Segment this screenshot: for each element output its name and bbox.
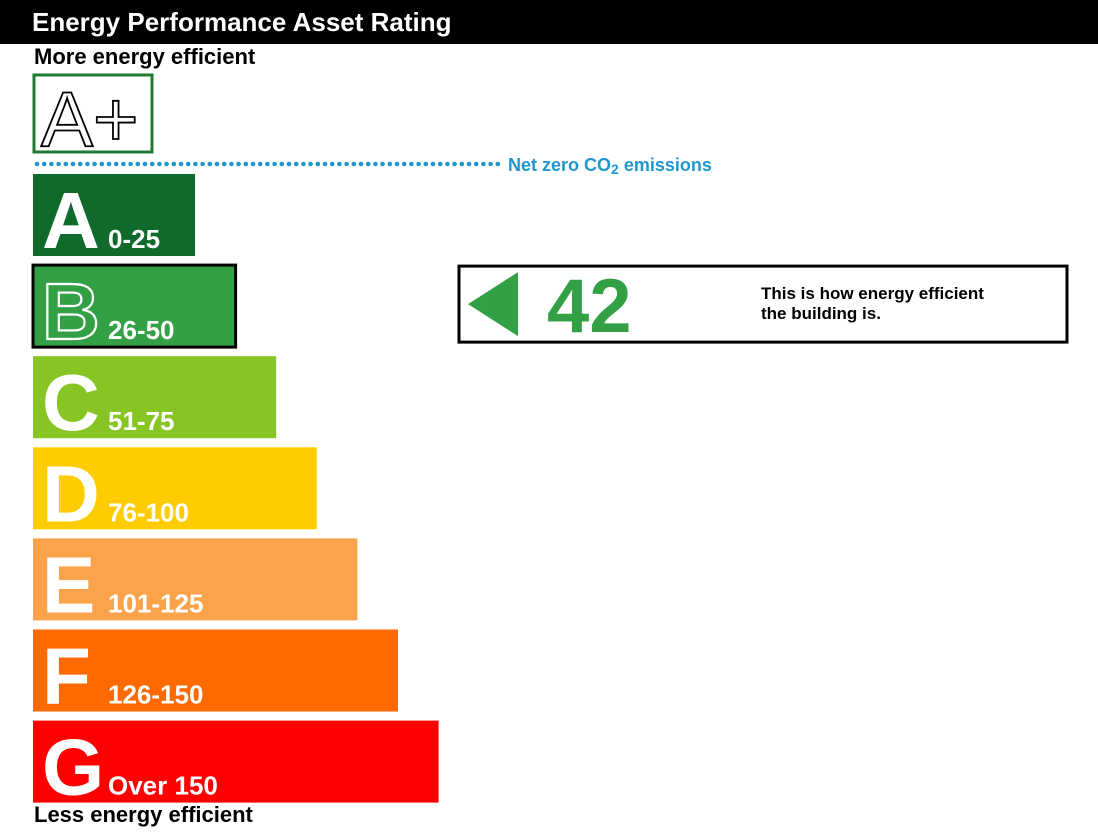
net-zero-dot [279,161,285,167]
net-zero-dot [329,161,335,167]
net-zero-dot [185,161,191,167]
net-zero-dot [229,161,234,167]
net-zero-dot [452,161,457,167]
net-zero-dot [92,161,97,167]
a-plus-box [32,73,154,154]
net-zero-dot [85,161,90,167]
band-a-range: 0-25 [108,224,160,254]
net-zero-dot [401,161,407,167]
net-zero-dot [207,161,213,167]
net-zero-dot [99,161,105,167]
net-zero-dot [344,161,349,167]
band-a-bar [33,174,195,256]
band-b-letter: B [42,267,100,356]
net-zero-dot [445,161,450,167]
band-c-bar [33,356,277,439]
net-zero-dot [301,161,306,167]
current-rating-arrow [468,272,518,337]
band-c-letter: C [42,358,100,447]
net-zero-label: Net zero CO2 emissions [508,155,712,177]
net-zero-dot [409,161,414,167]
net-zero-dot [466,161,472,167]
net-zero-dot [488,161,493,167]
net-zero-dot [56,161,61,167]
net-zero-dot [265,161,270,167]
net-zero-dot [135,161,141,167]
net-zero-dot [178,161,184,167]
band-b-bar [31,263,238,349]
band-a-letter: A [42,176,100,265]
net-zero-dot [308,161,313,167]
net-zero-dot [495,161,501,167]
net-zero-dot [373,161,378,167]
net-zero-dot [250,161,256,167]
band-c-range: 51-75 [108,406,175,436]
band-e-range: 101-125 [108,588,203,618]
net-zero-dot [149,161,155,167]
net-zero-dot [63,161,69,167]
band-f-range: 126-150 [108,680,203,710]
net-zero-dot [322,161,328,167]
net-zero-dot [243,161,249,167]
net-zero-dot [365,161,371,167]
band-d-bar [33,447,317,530]
net-zero-dot [293,161,299,167]
net-zero-dot [128,161,133,167]
band-b-range: 26-50 [108,315,175,345]
net-zero-dot [157,161,162,167]
net-zero-dot [41,161,47,167]
net-zero-dot [171,161,177,167]
current-rating-value: 42 [547,264,632,349]
net-zero-dot [337,161,342,167]
net-zero-dot [430,161,436,167]
less-efficient-caption: Less energy efficient [34,802,253,827]
net-zero-dot [34,161,40,167]
net-zero-dot [221,161,227,167]
net-zero-dot [121,161,126,167]
net-zero-dot [49,161,54,167]
net-zero-dot [257,161,263,167]
net-zero-dot [214,161,220,167]
band-g-letter: G [42,723,104,812]
band-e-bar [33,538,358,621]
net-zero-dot [423,161,429,167]
a-plus-letter: A+ [41,75,139,163]
net-zero-dot [272,161,277,167]
band-g-range: Over 150 [108,771,218,801]
band-d-range: 76-100 [108,497,189,527]
net-zero-dot [106,161,112,167]
net-zero-dot [437,161,443,167]
net-zero-dot [416,161,421,167]
band-f-bar [33,629,398,712]
net-zero-dot [193,161,198,167]
more-efficient-caption: More energy efficient [34,44,256,69]
net-zero-dot [142,161,148,167]
band-g-bar [33,720,439,803]
net-zero-dot [286,161,292,167]
net-zero-dot [113,161,119,167]
net-zero-dot [70,161,76,167]
net-zero-dot [380,161,385,167]
net-zero-dot [394,161,400,167]
net-zero-dot [481,161,486,167]
net-zero-dot [387,161,393,167]
band-f-letter: F [42,632,91,721]
net-zero-dot [459,161,465,167]
band-e-letter: E [42,540,95,629]
current-rating-description-line1: This is how energy efficient [761,284,984,303]
band-d-letter: D [42,449,100,538]
net-zero-dot [351,161,357,167]
net-zero-dot [164,161,169,167]
net-zero-dot [236,161,241,167]
header-title: Energy Performance Asset Rating [0,0,1098,44]
net-zero-dot [358,161,364,167]
current-rating-box [457,264,1069,344]
net-zero-dot [315,161,321,167]
net-zero-dot [77,161,83,167]
current-rating-description-line2: the building is. [761,304,881,323]
net-zero-dot [473,161,479,167]
net-zero-dot [200,161,205,167]
